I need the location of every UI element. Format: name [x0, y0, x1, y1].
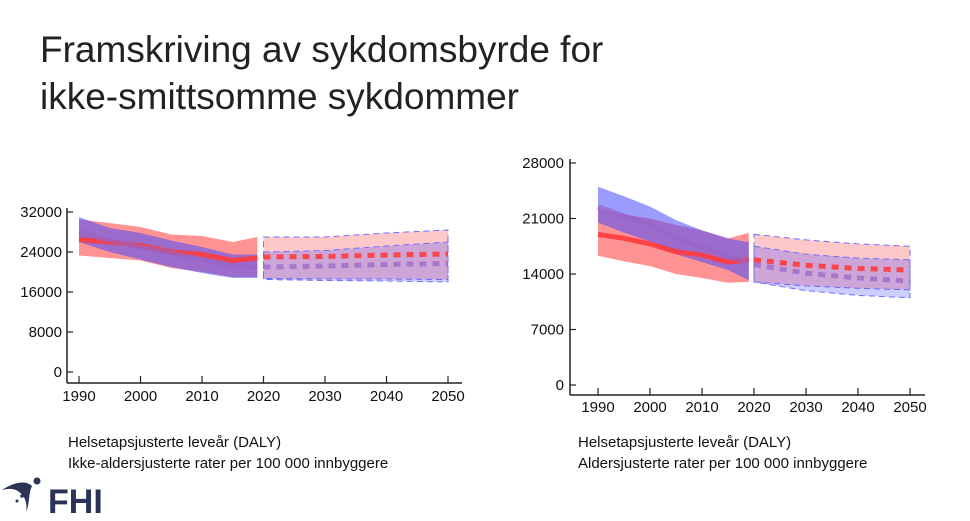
blue-history-mean-line	[597, 204, 750, 265]
caption-left: Helsetapsjusterte leveår (DALY) Ikke-ald…	[68, 432, 388, 474]
y-tick-label: 32000	[20, 204, 62, 221]
title-line-1: Framskriving av sykdomsbyrde for	[40, 29, 604, 70]
x-tick-label: 2050	[431, 388, 464, 405]
red-forecast-mean-line	[753, 257, 911, 273]
y-tick-label: 7000	[531, 322, 564, 339]
x-tick-label: 2030	[789, 399, 822, 416]
caption-right-line2: Aldersjusterte rater per 100 000 innbygg…	[578, 455, 868, 472]
y-tick-label: 0	[556, 377, 564, 394]
caption-left-line2: Ikke-aldersjusterte rater per 100 000 in…	[68, 455, 389, 472]
blue-forecast-uncertainty-band	[753, 245, 911, 299]
slide-title: Framskriving av sykdomsbyrde for ikke-sm…	[40, 26, 603, 120]
x-tick-label: 2020	[737, 399, 770, 416]
y-tick-label: 0	[54, 364, 62, 381]
x-tick-label: 2020	[247, 388, 280, 405]
red-forecast-uncertainty-band	[753, 233, 911, 291]
x-tick-label: 2030	[308, 388, 341, 405]
x-tick-label: 1990	[581, 399, 614, 416]
y-tick-label: 21000	[522, 211, 564, 228]
y-tick-label: 14000	[522, 266, 564, 283]
blue-history-mean-line	[78, 229, 258, 270]
x-tick-label: 2010	[685, 399, 718, 416]
y-tick-label: 28000	[522, 155, 564, 172]
title-line-2: ikke-smittsomme sykdommer	[40, 76, 519, 117]
blue-forecast-mean-line	[263, 261, 449, 270]
y-tick-label: 24000	[20, 244, 62, 261]
red-history-mean-line	[597, 231, 750, 265]
x-tick-label: 2000	[124, 388, 157, 405]
red-forecast-mean-line	[263, 251, 449, 260]
caption-right: Helsetapsjusterte leveår (DALY) Aldersju…	[578, 432, 867, 474]
blue-forecast-mean-line	[753, 262, 911, 284]
caption-right-line1: Helsetapsjusterte leveår (DALY)	[578, 434, 792, 451]
x-tick-label: 2050	[893, 399, 926, 416]
x-tick-label: 2000	[633, 399, 666, 416]
caption-left-line1: Helsetapsjusterte leveår (DALY)	[68, 434, 282, 451]
logo-text: FHI	[48, 483, 103, 518]
x-tick-label: 2040	[370, 388, 403, 405]
fhi-logo: FHI	[2, 477, 103, 518]
x-tick-label: 2040	[841, 399, 874, 416]
blue-forecast-uncertainty-band	[263, 241, 449, 283]
y-tick-label: 16000	[20, 284, 62, 301]
x-tick-label: 1990	[62, 388, 95, 405]
y-tick-label: 8000	[29, 324, 62, 341]
x-tick-label: 2010	[185, 388, 218, 405]
